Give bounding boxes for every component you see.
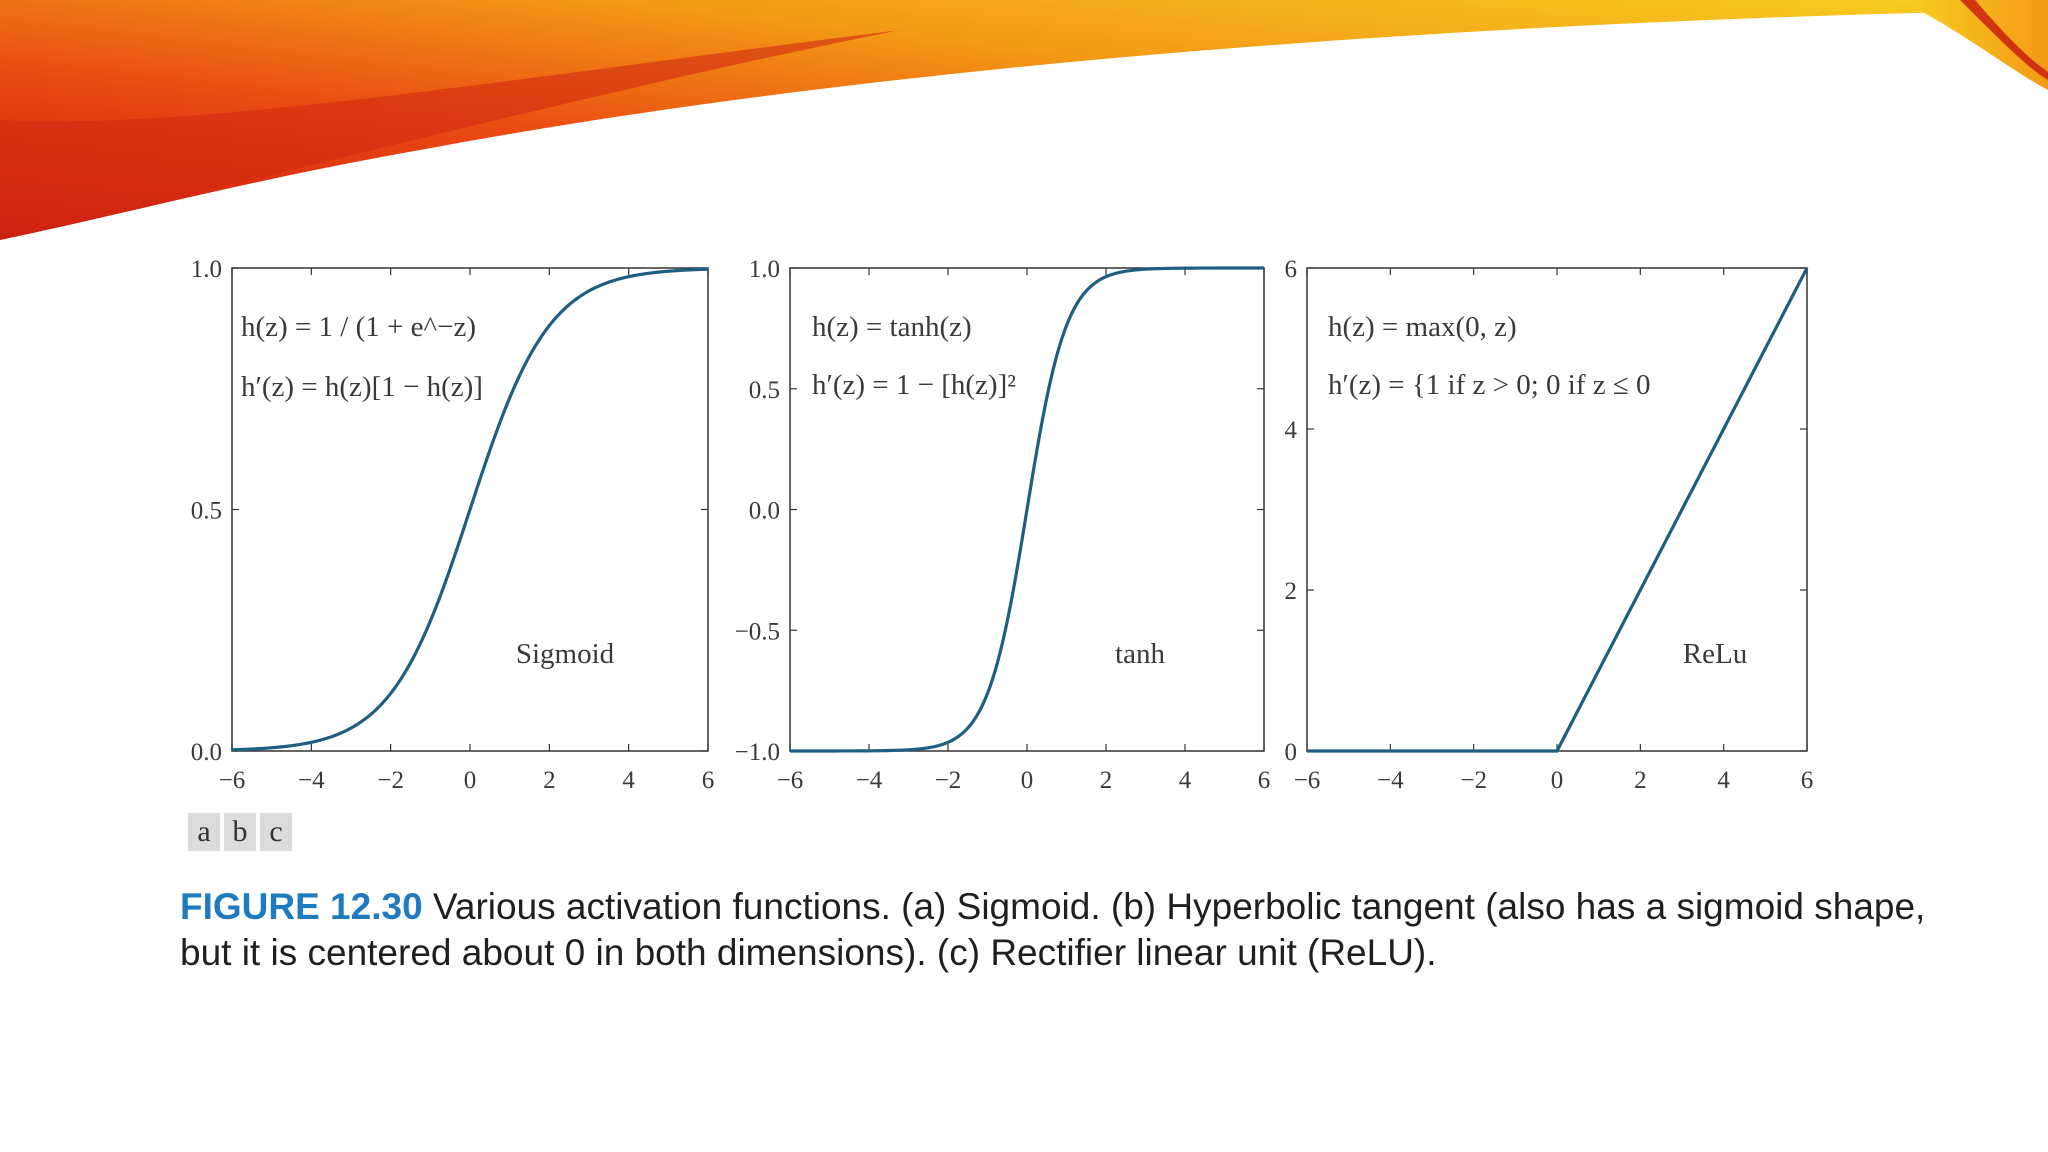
x-tick-label: 0 bbox=[1021, 767, 1034, 794]
y-tick-label: 0 bbox=[1285, 739, 1298, 766]
x-tick-label: 2 bbox=[1634, 767, 1647, 794]
y-tick-label: 1.0 bbox=[749, 256, 780, 283]
x-tick-label: −2 bbox=[377, 767, 404, 794]
y-tick-label: 2 bbox=[1285, 578, 1298, 605]
x-tick-label: −4 bbox=[856, 767, 883, 794]
x-tick-label: 2 bbox=[543, 767, 556, 794]
chart-panel-sigmoid: −6 −4 −2 0 2 4 6 1.0 0.5 0.0 Sigmoid h(z) = 1 / (1 … bbox=[191, 256, 715, 794]
banner-wave-dark bbox=[0, 30, 900, 240]
y-tick-label: −1.0 bbox=[735, 739, 780, 766]
panel-label-sigmoid: Sigmoid bbox=[516, 638, 615, 670]
figure-caption: FIGURE 12.30 Various activation function… bbox=[180, 884, 1980, 976]
x-tick-label: −2 bbox=[1460, 767, 1487, 794]
panel-label-tanh: tanh bbox=[1115, 638, 1165, 670]
x-tick-label: 0 bbox=[464, 767, 477, 794]
formula-line: h(z) = 1 / (1 + e^−z) bbox=[241, 311, 476, 343]
formula-line: h(z) = tanh(z) bbox=[812, 311, 972, 343]
y-tick-label: 6 bbox=[1285, 256, 1298, 283]
x-tick-label: −6 bbox=[1294, 767, 1321, 794]
panel-letter-b: b bbox=[224, 813, 256, 851]
panel-label-relu: ReLu bbox=[1683, 638, 1747, 670]
chart-panel-relu: −6 −4 −2 0 2 4 6 6 4 2 0 ReLu h(z) = max(0, z) h′(z) … bbox=[1285, 256, 1814, 794]
x-tick-label: 2 bbox=[1100, 767, 1113, 794]
y-tick-label: 0.5 bbox=[191, 498, 222, 525]
y-tick-label: 0.0 bbox=[191, 739, 222, 766]
banner-stripe bbox=[1960, 0, 2048, 80]
banner-wave-main bbox=[0, 0, 2048, 240]
x-tick-label: 4 bbox=[1179, 767, 1192, 794]
y-tick-label: 0.0 bbox=[749, 498, 780, 525]
decorative-banner bbox=[0, 0, 2048, 240]
chart-panel-tanh: −6 −4 −2 0 2 4 6 1.0 0.5 0.0 −0.5 −1.0 tanh h(z) = ta… bbox=[735, 256, 1271, 794]
x-tick-label: −6 bbox=[777, 767, 804, 794]
series-line-tanh bbox=[790, 266, 1264, 753]
x-tick-label: 0 bbox=[1551, 767, 1564, 794]
formula-line: h(z) = max(0, z) bbox=[1328, 311, 1517, 343]
x-tick-label: 4 bbox=[622, 767, 635, 794]
x-tick-label: −4 bbox=[1377, 767, 1404, 794]
y-tick-label: 4 bbox=[1285, 417, 1298, 444]
formula-line: h′(z) = {1 if z > 0; 0 if z ≤ 0 bbox=[1328, 369, 1651, 401]
x-tick-label: −6 bbox=[219, 767, 246, 794]
y-tick-label: 1.0 bbox=[191, 256, 222, 283]
formula-line: h′(z) = 1 − [h(z)]² bbox=[812, 369, 1016, 401]
x-tick-label: −4 bbox=[298, 767, 325, 794]
x-tick-label: −2 bbox=[935, 767, 962, 794]
banner-wave-right bbox=[1900, 0, 2048, 90]
x-tick-label: 6 bbox=[702, 767, 715, 794]
figure-caption-lead: FIGURE 12.30 bbox=[180, 886, 423, 927]
x-tick-label: 6 bbox=[1258, 767, 1271, 794]
x-tick-label: 4 bbox=[1717, 767, 1730, 794]
y-tick-label: 0.5 bbox=[749, 377, 780, 404]
series-line-sigmoid bbox=[231, 267, 709, 752]
panel-letter-a: a bbox=[188, 813, 220, 851]
figure-caption-text: Various activation functions. (a) Sigmoi… bbox=[180, 886, 1926, 973]
y-tick-label: −0.5 bbox=[735, 618, 780, 645]
formula-line: h′(z) = h(z)[1 − h(z)] bbox=[241, 371, 483, 403]
panel-letter-c: c bbox=[260, 813, 292, 851]
series-line-relu bbox=[1307, 267, 1809, 753]
x-tick-label: 6 bbox=[1801, 767, 1814, 794]
panel-letters: a b c bbox=[188, 813, 292, 851]
